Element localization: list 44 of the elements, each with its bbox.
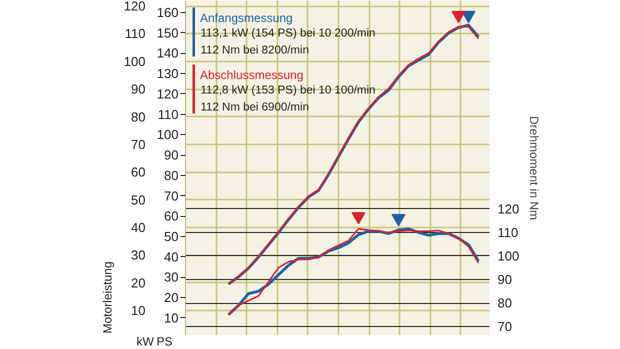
y3-tick-label: 70 xyxy=(498,319,512,334)
y2-tick-label: 70 xyxy=(164,188,179,204)
text: Abschlussmessung xyxy=(200,67,304,83)
y2-tick-label: 100 xyxy=(156,127,179,142)
annotation: 112 Nm bei 6900/min xyxy=(200,102,309,114)
y-tick-label: 10 xyxy=(131,303,146,318)
y2-tick-label: 130 xyxy=(156,66,179,82)
y-tick-label: 40 xyxy=(131,220,146,236)
annotation: 113,1 kW (154 PS) bei 10 200/min xyxy=(200,28,376,40)
y2-tick-label: 10 xyxy=(164,310,179,326)
y3-tick-label: 80 xyxy=(498,296,512,311)
y-tick-label: 100 xyxy=(124,54,146,69)
y-tick-label: 30 xyxy=(131,248,146,263)
y2-tick-label: 90 xyxy=(164,148,179,163)
y-tick-label: 90 xyxy=(131,82,146,97)
y-tick-label: 110 xyxy=(124,26,146,42)
y3-tick-label: 90 xyxy=(498,272,512,287)
annotation: 112,8 kW (153 PS) bei 10 100/min xyxy=(200,84,376,96)
y2-tick-label: 150 xyxy=(156,25,179,40)
y2-tick-label: 120 xyxy=(156,86,179,102)
y3-tick-label: 110 xyxy=(498,224,518,240)
y2-tick-label: 20 xyxy=(164,290,179,306)
y-tick-label: 50 xyxy=(131,192,146,208)
y-tick-label: 80 xyxy=(131,109,146,124)
y2-tick-label: 160 xyxy=(156,5,179,20)
y3-tick-label: 100 xyxy=(498,248,520,264)
y-tick-label: 70 xyxy=(131,136,146,152)
y2-tick-label: 30 xyxy=(164,270,179,285)
y3-tick-label: 120 xyxy=(498,201,520,216)
text: Anfangsmessung xyxy=(200,10,293,26)
y2-tick-label: 110 xyxy=(158,106,179,122)
text: kW xyxy=(136,334,154,348)
text: PS xyxy=(156,334,173,348)
y2-tick-label: 50 xyxy=(164,228,179,244)
y-axis-title: Motorleistung xyxy=(100,261,114,334)
y2-tick-label: 140 xyxy=(156,46,179,61)
y2-tick-label: 60 xyxy=(164,208,179,224)
y2-tick-label: 40 xyxy=(164,249,179,264)
y-tick-label: 60 xyxy=(131,164,146,180)
y-tick-label: 20 xyxy=(131,275,146,290)
y-tick-label: 120 xyxy=(124,0,146,14)
y2-tick-label: 80 xyxy=(164,168,179,183)
annotation: 112 Nm bei 8200/min xyxy=(200,44,309,56)
y3-axis-title: Drehmoment in Nm xyxy=(527,116,542,220)
